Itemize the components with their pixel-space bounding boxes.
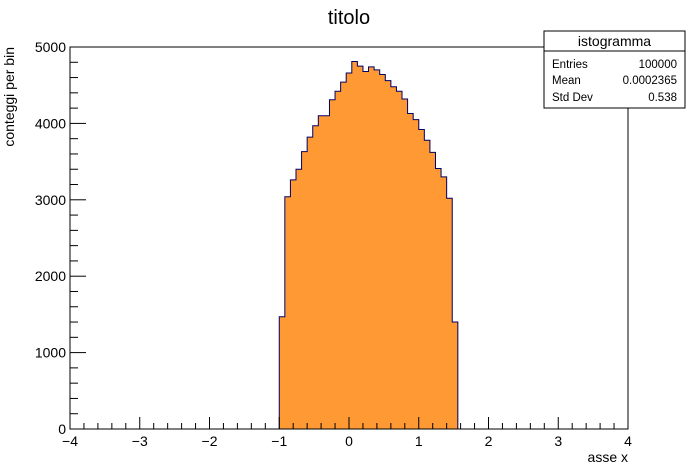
x-tick-label: −4: [62, 433, 78, 449]
x-tick-label: 3: [554, 433, 562, 449]
histogram-bar: [418, 129, 425, 429]
histogram-bar: [362, 71, 369, 429]
histogram-bar: [413, 119, 420, 429]
histogram-bar: [335, 91, 342, 429]
y-tick-label: 5000: [35, 39, 66, 55]
stats-stddev-value: 0.538: [648, 92, 677, 104]
histogram-bar: [435, 168, 442, 429]
histogram-bar: [446, 198, 453, 429]
x-tick-label: −3: [132, 433, 148, 449]
histogram-bar: [452, 322, 459, 429]
histogram-bar: [407, 113, 414, 429]
histogram-bar: [385, 80, 392, 429]
x-axis: −4 −3 −2 −1 0 1 2 3 4: [62, 417, 632, 449]
histogram-bar: [329, 99, 336, 429]
y-tick-label: 4000: [35, 115, 66, 131]
histogram-bar: [424, 140, 431, 429]
x-tick-label: −1: [271, 433, 287, 449]
y-tick-label: 3000: [35, 192, 66, 208]
histogram-bar: [402, 98, 408, 430]
histogram-bar: [312, 125, 319, 429]
histogram-bar: [374, 69, 381, 430]
stats-stddev-label: Std Dev: [552, 92, 593, 104]
histogram-bar: [318, 115, 325, 429]
histogram-bar: [323, 115, 330, 429]
x-axis-title: asse x: [588, 449, 628, 465]
x-tick-label: −2: [202, 433, 218, 449]
histogram-bar: [340, 82, 347, 430]
histogram-bar: [301, 151, 308, 429]
histogram-bar: [295, 169, 302, 430]
stats-mean-value: 0.0002365: [623, 75, 677, 87]
histogram-bar: [290, 179, 297, 429]
stats-box-frame: [543, 30, 686, 109]
histogram-bar: [279, 316, 286, 429]
histogram-bar: [396, 91, 403, 429]
histogram-outline: [70, 61, 628, 430]
y-tick-label: 0: [58, 421, 66, 437]
chart-title: titolo: [328, 7, 370, 29]
x-tick-label: 1: [415, 433, 423, 449]
histogram-bar: [441, 176, 448, 429]
stats-box-title: istogramma: [578, 33, 651, 49]
y-tick-label: 1000: [35, 345, 66, 361]
histogram-bar: [390, 86, 397, 429]
histogram-bar: [284, 196, 291, 429]
histogram-bar: [368, 66, 375, 429]
y-axis-title: conteggi per bin: [1, 47, 17, 147]
y-tick-label: 2000: [35, 268, 66, 284]
histogram-bar: [429, 152, 436, 429]
x-tick-label: 4: [624, 433, 632, 449]
x-tick-label: 2: [485, 433, 493, 449]
stats-entries-label: Entries: [552, 59, 588, 71]
histogram-bar: [351, 61, 358, 430]
stats-entries-value: 100000: [639, 59, 677, 71]
x-tick-label: 0: [345, 433, 353, 449]
y-axis: 0 1000 2000 3000 4000 5000: [35, 39, 86, 437]
histogram-bar: [357, 66, 364, 429]
histogram-bar: [379, 74, 386, 429]
stats-mean-label: Mean: [552, 75, 581, 87]
histogram-bars: [279, 61, 459, 430]
stats-box: istogramma Entries 100000 Mean 0.0002365…: [543, 30, 686, 109]
histogram-bar: [346, 72, 353, 429]
histogram-bar: [307, 137, 314, 430]
